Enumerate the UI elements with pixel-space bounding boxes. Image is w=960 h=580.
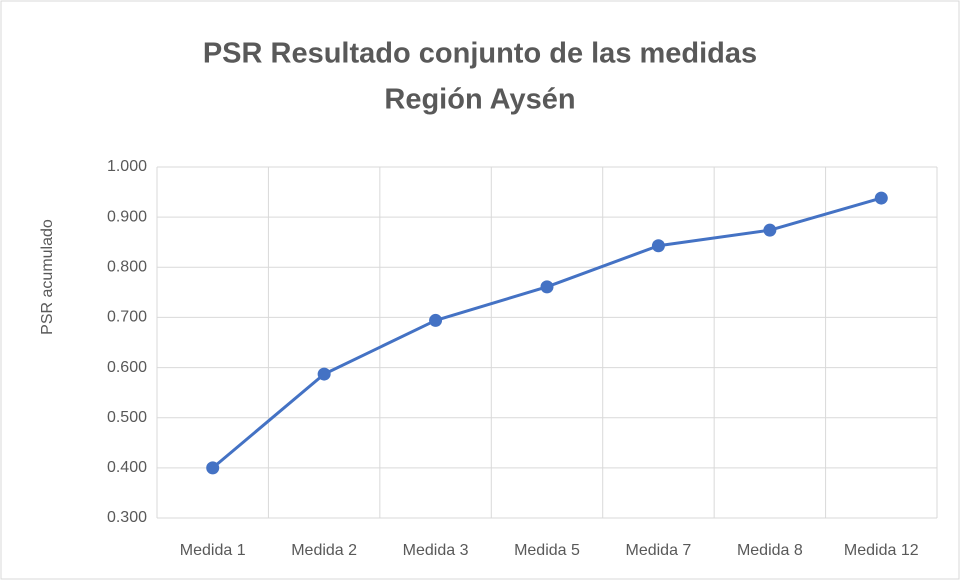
y-tick-label: 0.500 — [107, 409, 147, 426]
x-tick-label: Medida 5 — [514, 542, 580, 559]
y-tick-label: 0.400 — [107, 459, 147, 476]
marker — [763, 223, 777, 237]
y-tick-label: 0.700 — [107, 309, 147, 326]
marker — [206, 461, 220, 475]
marker — [651, 239, 665, 253]
y-tick-label: 0.900 — [107, 208, 147, 225]
y-tick-label: 0.800 — [107, 259, 147, 276]
y-axis-label: PSR acumulado — [39, 219, 56, 335]
x-tick-label: Medida 8 — [737, 542, 803, 559]
chart-title: PSR Resultado conjunto de las medidas — [203, 38, 757, 70]
y-tick-label: 0.600 — [107, 359, 147, 376]
x-tick-label: Medida 2 — [291, 542, 357, 559]
chart-title: Región Aysén — [384, 84, 575, 116]
x-tick-label: Medida 7 — [626, 542, 692, 559]
marker — [429, 313, 443, 327]
y-tick-label: 1.000 — [107, 158, 147, 175]
marker — [874, 191, 888, 205]
x-tick-label: Medida 3 — [403, 542, 469, 559]
marker — [540, 280, 554, 294]
y-tick-label: 0.300 — [107, 509, 147, 526]
x-tick-label: Medida 12 — [844, 542, 919, 559]
marker — [317, 367, 331, 381]
x-tick-label: Medida 1 — [180, 542, 246, 559]
